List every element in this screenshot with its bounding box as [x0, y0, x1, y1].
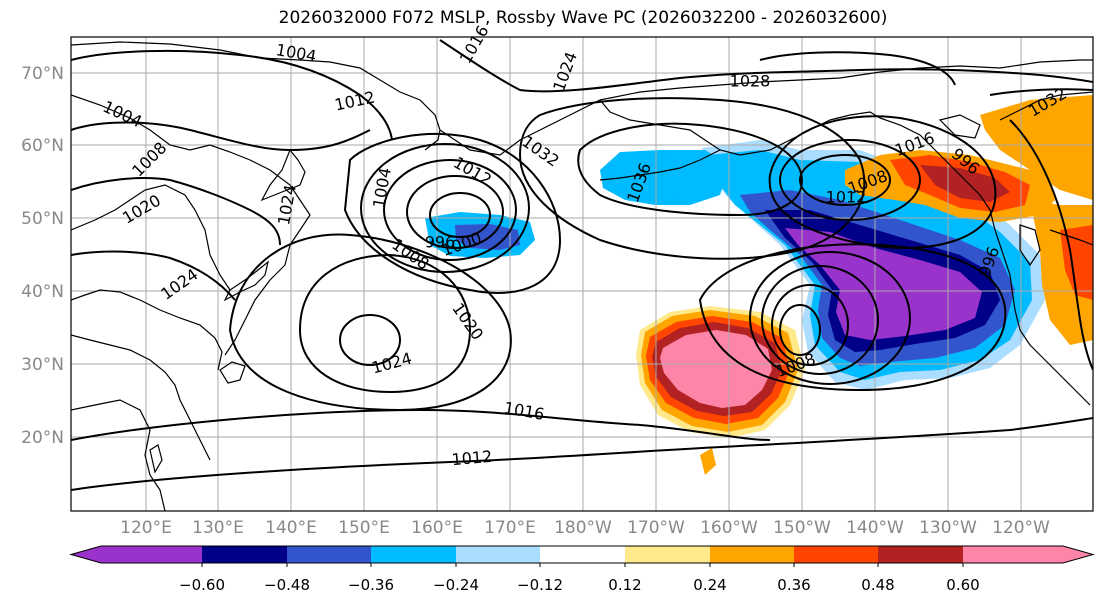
colorbar-tick-label: −0.60	[179, 576, 225, 594]
latitude-label: 20°N	[21, 428, 64, 448]
colorbar-segment	[371, 546, 456, 563]
colorbar-segment	[625, 546, 710, 563]
longitude-label: 120°E	[120, 518, 172, 538]
colorbar-tick-label: 0.24	[693, 576, 726, 594]
latitude-label: 50°N	[21, 209, 64, 229]
colorbar-tick-label: 0.36	[777, 576, 810, 594]
longitude-label: 130°E	[192, 518, 244, 538]
longitude-label: 130°W	[919, 518, 977, 538]
isobar-label: 1012	[451, 447, 493, 469]
longitude-label: 160°E	[411, 518, 463, 538]
longitude-label: 150°E	[338, 518, 390, 538]
colorbar-tick-label: −0.24	[433, 576, 479, 594]
colorbar-ticks: −0.60 −0.48 −0.36 −0.24 −0.12 0.12 0.24 0.36 0.4…	[179, 563, 980, 594]
longitude-label: 140°E	[265, 518, 317, 538]
colorbar-tick-label: −0.12	[517, 576, 563, 594]
longitude-label: 140°W	[846, 518, 904, 538]
isobar-label: 996	[425, 233, 456, 252]
colorbar-segment	[202, 546, 287, 563]
colorbar-segment	[794, 546, 878, 563]
longitude-labels: 120°E 130°E 140°E 150°E 160°E 170°E 180°W 170°W…	[120, 518, 1050, 538]
colorbar-segment	[963, 546, 1093, 563]
map-frame	[70, 36, 1094, 512]
latitude-label: 30°N	[21, 355, 64, 375]
colorbar-tick-label: −0.48	[264, 576, 310, 594]
rossby-wave-pc-shading	[425, 95, 1093, 475]
colorbar-segment	[540, 546, 625, 563]
latitude-label: 60°N	[21, 136, 64, 156]
colorbar-segment	[71, 546, 202, 563]
colorbar-segment	[456, 546, 540, 563]
page-title: 2026032000 F072 MSLP, Rossby Wave PC (20…	[278, 8, 888, 28]
longitude-label: 150°W	[773, 518, 831, 538]
mslp-isobars	[71, 39, 1093, 491]
colorbar-tick-label: 0.48	[861, 576, 894, 594]
colorbar-outline	[69, 545, 1095, 564]
colorbar-tick-label: −0.36	[348, 576, 394, 594]
colorbar-tick-label: 0.12	[608, 576, 641, 594]
latitude-label: 40°N	[21, 282, 64, 302]
isobar-label: 1012	[826, 188, 867, 207]
colorbar-segment	[287, 546, 371, 563]
latitude-labels: 70°N 60°N 50°N 40°N 30°N 20°N	[21, 64, 64, 448]
longitude-label: 170°W	[627, 518, 685, 538]
longitude-label: 170°E	[484, 518, 536, 538]
latitude-label: 70°N	[21, 64, 64, 84]
longitude-label: 120°W	[992, 518, 1050, 538]
colorbar-segment	[710, 546, 794, 563]
longitude-label: 180°W	[554, 518, 612, 538]
colorbar-segment	[878, 546, 963, 563]
longitude-label: 160°W	[700, 518, 758, 538]
colorbar-tick-label: 0.60	[946, 576, 979, 594]
coastlines	[71, 41, 1093, 511]
colorbar	[69, 545, 1095, 564]
isobar-label: 1028	[730, 72, 771, 91]
